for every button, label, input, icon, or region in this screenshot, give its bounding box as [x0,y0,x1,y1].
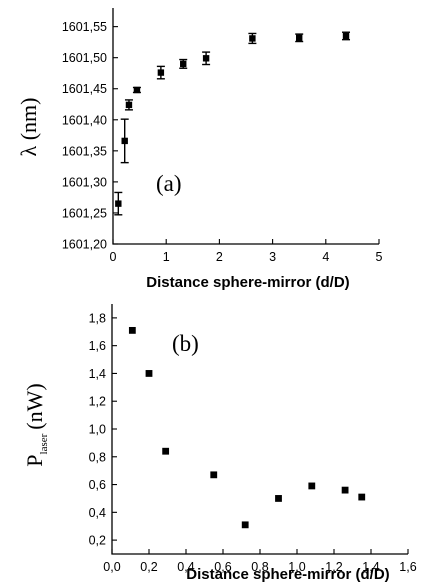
svg-text:Plaser(nW): Plaser (nW) [22,383,50,466]
point-marker [249,35,256,42]
x-tick-label: 2 [216,250,223,264]
chart-a-panel-label: (a) [156,171,182,196]
chart-a-x-label: Distance sphere-mirror (d/D) [146,274,349,291]
x-tick-label: 5 [376,250,383,264]
chart-b: 0,2 0,4 0,6 0,8 1,0 1,2 1,4 1,6 1,8 0,0 0,2 0,4 0,6… [22,304,417,583]
data-point [358,493,366,501]
data-point [114,191,123,216]
y-tick-label: 1601,45 [62,82,107,96]
data-point [202,51,211,66]
data-point [241,521,249,529]
point-marker [342,32,350,40]
data-point [120,118,129,164]
y-tick-label: 1601,55 [62,20,107,34]
y-tick-label: 1601,50 [62,51,107,65]
x-tick-label: 0,8 [251,560,268,574]
chart-b-x-axis: 0,0 0,2 0,4 0,6 0,8 1,0 1,2 1,4 1,6 [103,549,417,574]
x-tick-label: 0,0 [103,560,120,574]
chart-b-axes [111,304,408,555]
point-marker [241,521,249,529]
data-point [156,65,165,80]
data-point [248,32,257,45]
x-tick-label: 0,6 [214,560,231,574]
point-marker [145,370,153,377]
data-point [162,447,170,455]
x-tick-label: 0,4 [177,560,194,574]
point-marker [125,101,133,109]
point-marker [341,486,349,494]
y-tick-label: 1,8 [89,311,106,325]
data-point [275,495,282,502]
y-tick-label: 1601,40 [62,113,107,127]
chart-a-x-axis: 0 1 2 3 4 5 [110,239,383,264]
x-tick-label: 0 [110,250,117,264]
point-marker [157,69,165,76]
y-tick-label: 1,4 [89,367,106,381]
point-marker [202,55,210,62]
point-marker [121,137,128,145]
x-tick-label: 1 [163,250,170,264]
point-marker [358,493,366,501]
chart-a: 1601,20 1601,25 1601,30 1601,35 1601,40 1601,… [16,8,383,291]
y-tick-label: 1,6 [89,339,106,353]
data-point [132,86,141,94]
point-marker [180,60,187,68]
data-point [179,58,188,69]
data-point [342,31,351,41]
y-tick-label: 1601,25 [62,206,107,220]
data-point [308,482,316,490]
chart-b-panel-label: (b) [172,331,199,356]
data-point [128,326,136,334]
data-point [341,486,349,494]
data-point [124,99,133,111]
chart-b-x-label: Distance sphere-mirror (d/D) [186,566,389,583]
point-marker [115,200,122,207]
point-marker [162,447,170,455]
chart-b-y-label-unit: (nW) [22,383,47,429]
point-marker [128,326,136,334]
data-point [145,370,153,377]
x-tick-label: 0,2 [140,560,157,574]
point-marker [275,495,282,502]
data-point [210,471,218,479]
x-tick-label: 1,6 [399,560,416,574]
chart-a-y-axis: 1601,20 1601,25 1601,30 1601,35 1601,40 1601,… [62,20,118,252]
chart-b-y-label: Plaser (nW) [22,383,50,466]
chart-b-series [128,326,366,529]
y-tick-label: 1,0 [89,423,106,437]
chart-a-axes [112,8,379,245]
point-marker [133,86,141,94]
y-tick-label: 0,6 [89,478,106,492]
y-tick-label: 1601,20 [62,238,107,252]
y-tick-label: 1,2 [89,395,106,409]
chart-b-y-axis: 0,2 0,4 0,6 0,8 1,0 1,2 1,4 1,6 1,8 [89,311,117,548]
chart-b-y-label-main: P [22,454,47,466]
point-marker [308,482,316,490]
x-tick-label: 1,2 [325,560,342,574]
y-tick-label: 0,2 [89,534,106,548]
data-point [295,33,304,43]
x-tick-label: 1,0 [288,560,305,574]
chart-b-y-label-subscript: laser [38,433,50,454]
y-tick-label: 0,4 [89,506,106,520]
x-tick-label: 4 [322,250,329,264]
x-tick-label: 1,4 [362,560,379,574]
point-marker [210,471,218,479]
y-tick-label: 1601,30 [62,175,107,189]
chart-a-series [114,31,351,216]
y-tick-label: 1601,35 [62,144,107,158]
point-marker [296,34,303,42]
chart-a-y-label: λ (nm) [16,98,41,157]
y-tick-label: 0,8 [89,450,106,464]
x-tick-label: 3 [269,250,276,264]
